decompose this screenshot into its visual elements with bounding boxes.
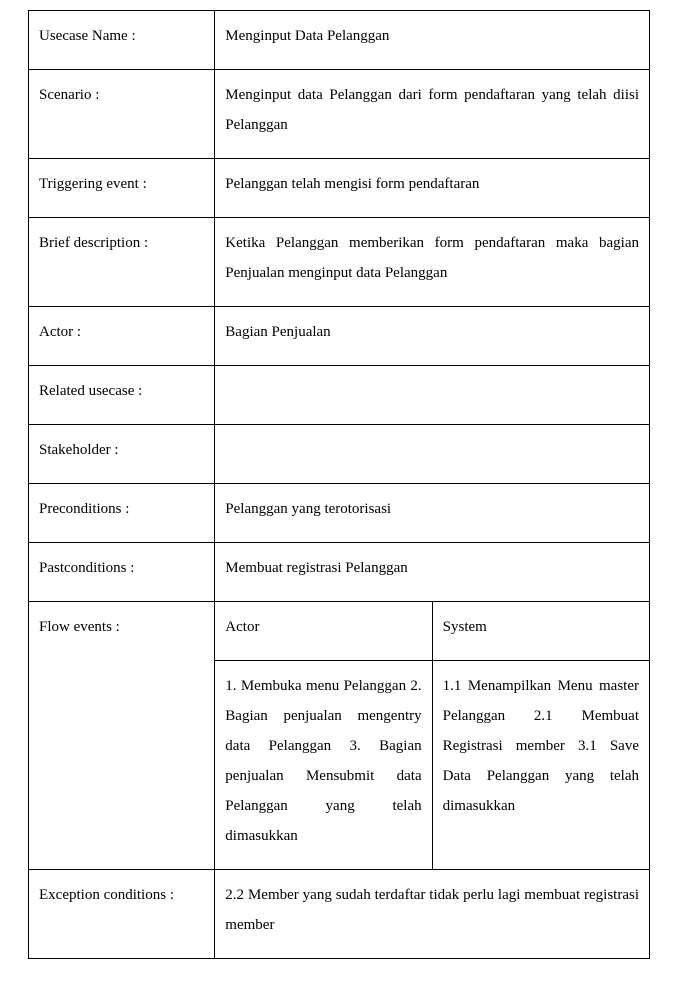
label-pastconditions: Pastconditions : [29,543,215,602]
table-row: Scenario : Menginput data Pelanggan dari… [29,70,650,159]
table-row: Brief description : Ketika Pelanggan mem… [29,218,650,307]
value-stakeholder [215,425,650,484]
label-related-usecase: Related usecase : [29,366,215,425]
table-row: Actor : Bagian Penjualan [29,307,650,366]
value-exception-conditions: 2.2 Member yang sudah terdaftar tidak pe… [215,870,650,959]
value-preconditions: Pelanggan yang terotorisasi [215,484,650,543]
value-pastconditions: Membuat registrasi Pelanggan [215,543,650,602]
value-scenario: Menginput data Pelanggan dari form penda… [215,70,650,159]
label-triggering-event: Triggering event : [29,159,215,218]
label-actor: Actor : [29,307,215,366]
label-brief-description: Brief description : [29,218,215,307]
label-scenario: Scenario : [29,70,215,159]
flow-system-header: System [432,602,649,661]
value-triggering-event: Pelanggan telah mengisi form pendaftaran [215,159,650,218]
table-row: Related usecase : [29,366,650,425]
table-row: Usecase Name : Menginput Data Pelanggan [29,11,650,70]
value-actor: Bagian Penjualan [215,307,650,366]
flow-actor-header: Actor [215,602,432,661]
flow-actor-steps: 1. Membuka menu Pelanggan 2. Bagian penj… [215,661,432,870]
value-related-usecase [215,366,650,425]
table-row: Triggering event : Pelanggan telah mengi… [29,159,650,218]
table-row: Pastconditions : Membuat registrasi Pela… [29,543,650,602]
value-usecase-name: Menginput Data Pelanggan [215,11,650,70]
table-row: Flow events : Actor System [29,602,650,661]
flow-system-steps: 1.1 Menampilkan Menu master Pelanggan 2.… [432,661,649,870]
label-exception-conditions: Exception conditions : [29,870,215,959]
usecase-table: Usecase Name : Menginput Data Pelanggan … [28,10,650,959]
value-brief-description: Ketika Pelanggan memberikan form pendaft… [215,218,650,307]
label-preconditions: Preconditions : [29,484,215,543]
label-stakeholder: Stakeholder : [29,425,215,484]
table-row: Exception conditions : 2.2 Member yang s… [29,870,650,959]
table-row: Stakeholder : [29,425,650,484]
label-usecase-name: Usecase Name : [29,11,215,70]
table-row: Preconditions : Pelanggan yang terotoris… [29,484,650,543]
usecase-table-page: Usecase Name : Menginput Data Pelanggan … [0,0,678,989]
label-flow-events: Flow events : [29,602,215,870]
